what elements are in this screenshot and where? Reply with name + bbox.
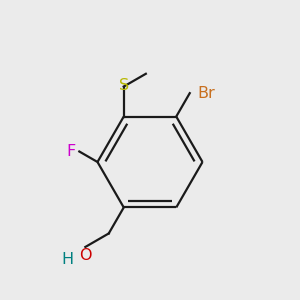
Text: F: F [67, 144, 76, 159]
Text: Br: Br [198, 86, 215, 101]
Text: S: S [119, 77, 129, 92]
Text: O: O [79, 248, 92, 263]
Text: H: H [62, 252, 74, 267]
